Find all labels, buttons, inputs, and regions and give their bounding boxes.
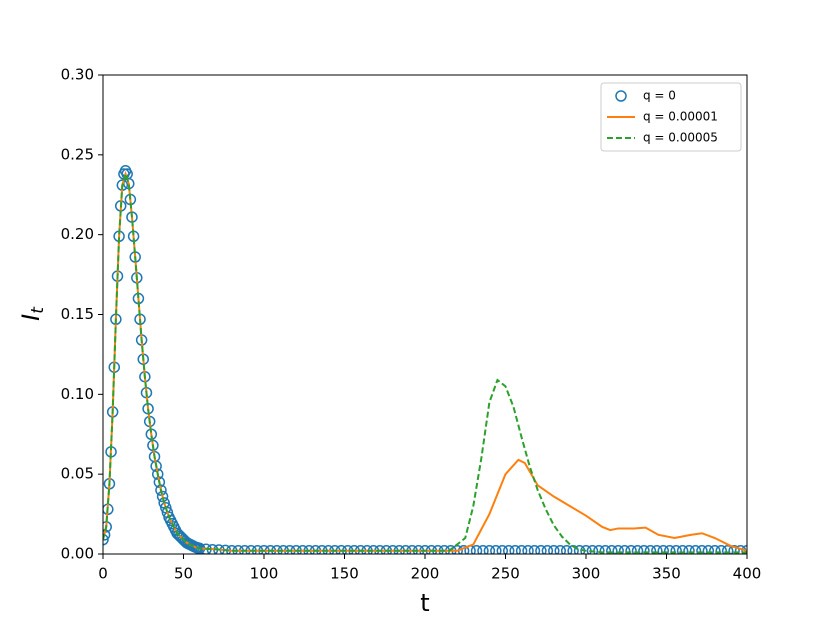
legend-box — [600, 82, 742, 152]
y-tick-label: 0.20 — [61, 225, 94, 243]
x-tick-label: 300 — [572, 565, 601, 583]
series-line — [103, 170, 747, 554]
data-point — [522, 545, 534, 554]
x-tick-label: 250 — [491, 565, 520, 583]
legend-marker — [615, 90, 627, 102]
x-tick-label: 150 — [330, 565, 359, 583]
data-point — [509, 545, 521, 554]
y-axis-label: It — [17, 306, 48, 321]
y-tick-label: 0.05 — [61, 465, 94, 483]
data-point — [528, 545, 541, 554]
data-point — [548, 545, 560, 554]
data-point — [721, 545, 734, 554]
x-tick-label: 400 — [733, 565, 762, 583]
data-point — [502, 545, 515, 554]
data-point — [612, 545, 624, 554]
data-point — [470, 545, 483, 554]
data-point — [156, 490, 169, 503]
data-point — [728, 545, 740, 554]
data-point — [715, 545, 727, 554]
data-point — [676, 545, 689, 554]
data-point — [696, 545, 708, 554]
data-point — [663, 545, 676, 554]
y-tick-label: 0.10 — [61, 385, 94, 403]
data-point — [709, 545, 721, 554]
data-point — [535, 545, 547, 554]
y-tick-label: 0.25 — [61, 145, 94, 163]
data-point — [618, 545, 631, 554]
axes-frame — [102, 74, 748, 555]
data-point — [490, 545, 502, 554]
data-point — [541, 545, 554, 554]
x-tick-label: 100 — [250, 565, 279, 583]
y-tick-label: 0.00 — [61, 545, 94, 563]
x-tick-label: 50 — [174, 565, 193, 583]
x-tick-label: 350 — [652, 565, 681, 583]
data-point — [560, 545, 573, 554]
data-point — [689, 545, 702, 554]
data-point — [625, 545, 637, 554]
data-point — [554, 545, 566, 554]
legend-label: q = 0.00005 — [643, 131, 718, 145]
data-point — [702, 545, 715, 554]
data-point — [683, 545, 695, 554]
data-point — [483, 545, 496, 554]
data-point — [586, 545, 599, 554]
series-line — [103, 170, 747, 552]
x-axis-label: t — [420, 589, 429, 617]
data-point — [651, 545, 663, 554]
legend-label: q = 0 — [643, 89, 676, 103]
data-point — [103, 533, 109, 546]
data-point — [477, 545, 489, 554]
y-label-main: I — [17, 314, 45, 321]
data-point — [741, 545, 747, 554]
data-point — [515, 545, 528, 554]
y-tick-label: 0.15 — [61, 305, 94, 323]
y-label-sub: t — [28, 306, 48, 314]
data-point — [670, 545, 682, 554]
legend-label: q = 0.00001 — [643, 110, 718, 124]
data-point — [638, 545, 650, 554]
data-point — [644, 545, 657, 554]
x-tick-label: 200 — [411, 565, 440, 583]
x-tick-label: 0 — [98, 565, 108, 583]
data-point — [496, 545, 509, 554]
plot-area — [103, 165, 747, 554]
data-point — [631, 545, 644, 554]
data-point — [606, 545, 618, 554]
y-tick-label: 0.30 — [61, 66, 94, 84]
data-point — [599, 545, 612, 554]
data-point — [657, 545, 670, 554]
